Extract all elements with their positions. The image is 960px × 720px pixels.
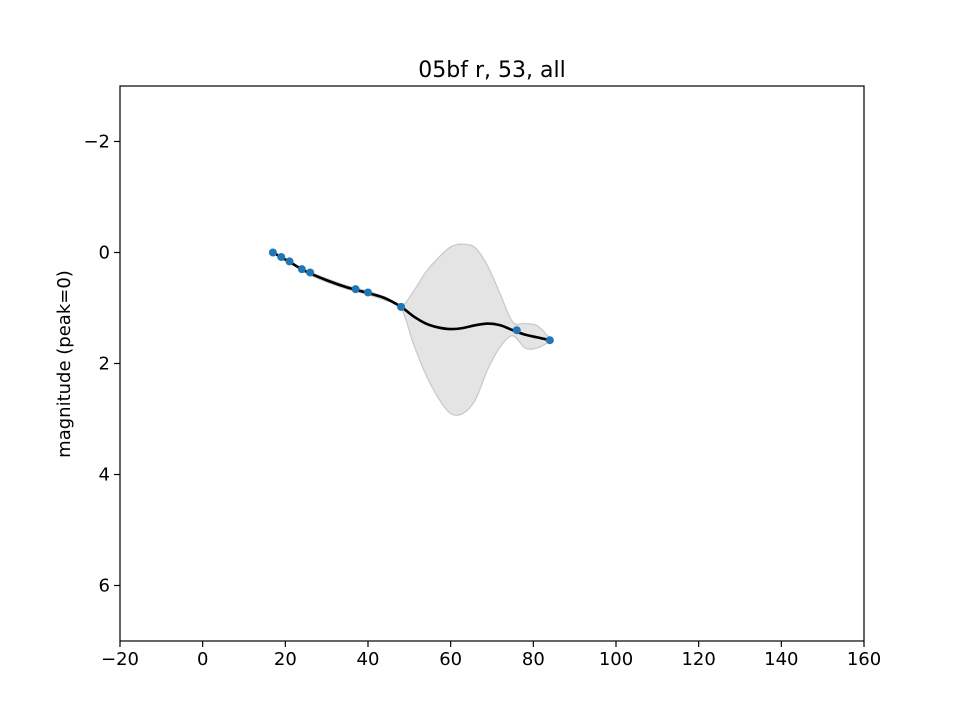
x-tick-label: −20 xyxy=(101,649,139,670)
data-point xyxy=(364,288,372,297)
x-tick-label: 20 xyxy=(274,649,297,670)
x-tick-label: 40 xyxy=(357,649,380,670)
y-axis-label: magnitude (peak=0) xyxy=(54,270,75,458)
x-tick-label: 0 xyxy=(197,649,208,670)
x-tick-label: 80 xyxy=(522,649,545,670)
data-point xyxy=(512,326,521,335)
y-tick-label: 6 xyxy=(99,576,110,597)
data-point xyxy=(306,268,315,277)
x-tick-label: 120 xyxy=(681,649,715,670)
data-point xyxy=(277,252,286,261)
x-tick-label: 140 xyxy=(764,649,798,670)
y-tick-label: −2 xyxy=(83,132,110,153)
fit-line xyxy=(272,251,551,342)
data-point xyxy=(351,285,360,294)
x-tick-label: 100 xyxy=(599,649,633,670)
data-point xyxy=(297,265,306,274)
plot-frame xyxy=(119,85,865,642)
y-tick-label: 4 xyxy=(99,465,110,486)
y-tick-label: 0 xyxy=(99,243,110,264)
data-point xyxy=(285,257,294,266)
data-point xyxy=(545,336,554,345)
fit-line-layer xyxy=(272,251,551,342)
y-tick-label: 2 xyxy=(99,354,110,375)
data-point xyxy=(397,302,406,311)
x-tick-label: 160 xyxy=(847,649,881,670)
chart-title: 05bf r, 53, all xyxy=(418,58,565,83)
x-tick-label: 60 xyxy=(439,649,462,670)
data-point xyxy=(268,248,277,257)
data-point-layer xyxy=(268,248,554,345)
